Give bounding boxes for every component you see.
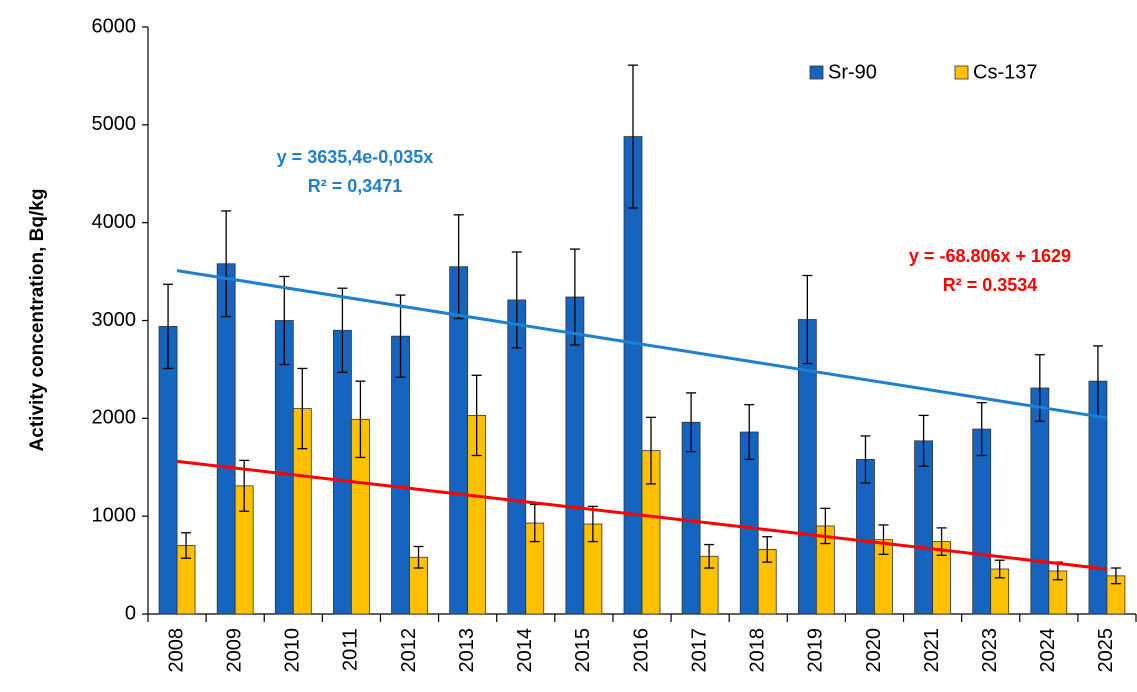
error-bar [413, 545, 424, 569]
x-tick-label: 2021 [921, 628, 943, 673]
error-bar [878, 524, 889, 555]
y-tick-label: 5000 [92, 113, 137, 135]
error-bar [628, 64, 638, 209]
legend-swatch [809, 65, 824, 80]
error-bar [860, 435, 871, 484]
x-tick-label: 2016 [630, 628, 652, 673]
y-tick-label: 4000 [92, 211, 137, 233]
y-tick-label: 1000 [92, 504, 137, 526]
error-bar [744, 403, 755, 461]
trend-equation: y = -68.806x + 1629 [909, 246, 1071, 266]
error-bar [1110, 567, 1121, 585]
error-bar [395, 294, 406, 378]
error-bar [569, 248, 580, 346]
x-tick-label: 2013 [456, 628, 478, 673]
trendline [176, 459, 1108, 571]
y-tick-label: 6000 [92, 15, 137, 37]
error-bar [686, 392, 697, 453]
x-tick-label: 2024 [1037, 628, 1059, 673]
trendline [176, 269, 1108, 420]
legend-label: Sr-90 [828, 61, 877, 83]
error-bar [762, 536, 773, 563]
error-bar [704, 543, 715, 569]
error-bar [471, 374, 482, 457]
error-bar [1034, 354, 1045, 422]
x-tick-label: 2015 [572, 628, 594, 673]
error-bar [297, 367, 308, 450]
error-bar [511, 251, 522, 349]
trend-r2: R² = 0.3534 [943, 275, 1038, 295]
error-bar [279, 275, 290, 366]
y-tick-label: 2000 [92, 407, 137, 429]
error-bar [221, 210, 232, 318]
bar [972, 428, 992, 615]
bar [158, 325, 178, 615]
x-tick-label: 2023 [979, 628, 1001, 673]
x-tick-label: 2011 [340, 628, 362, 671]
error-bar [337, 287, 348, 374]
error-bar [802, 274, 813, 365]
x-tick-label: 2012 [398, 628, 420, 673]
trend-r2: R² = 0,3471 [308, 176, 403, 196]
error-bar [918, 414, 929, 467]
y-axis-label: Activity concentration, Bq/kg [27, 189, 48, 452]
legend-label: Cs-137 [973, 61, 1037, 83]
x-tick-label: 2019 [805, 628, 827, 673]
error-bar [994, 559, 1005, 579]
error-bar [163, 283, 174, 370]
y-tick-label: 3000 [92, 309, 137, 331]
x-tick-label: 2008 [165, 628, 187, 673]
legend-swatch [954, 65, 969, 80]
error-bar [976, 402, 987, 457]
x-tick-label: 2014 [514, 628, 536, 673]
x-tick-label: 2010 [282, 628, 304, 673]
error-bar [181, 532, 192, 559]
error-bar [587, 505, 598, 543]
x-tick-label: 2009 [223, 628, 245, 673]
error-bar [453, 214, 464, 320]
y-tick-label: 0 [125, 602, 136, 624]
x-tick-label: 2020 [863, 628, 885, 673]
error-bar [646, 416, 656, 485]
x-tick-label: 2018 [747, 628, 769, 673]
x-tick-label: 2017 [688, 628, 710, 673]
x-tick-label: 2025 [1095, 628, 1117, 673]
trend-equation: y = 3635,4e-0,035x [277, 147, 434, 167]
error-bar [355, 380, 366, 459]
